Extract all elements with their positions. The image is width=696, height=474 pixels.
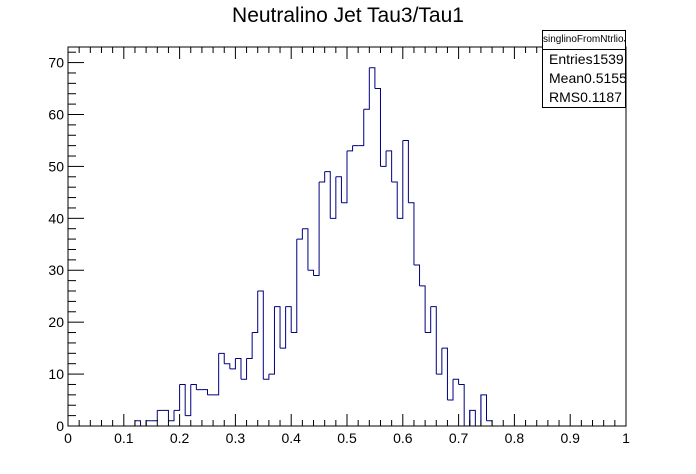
histogram-bin [464, 410, 471, 427]
histogram-bin [313, 181, 320, 276]
stats-box: singlinoFromNtrlioJetTauRatio Entries 15… [542, 30, 627, 108]
histogram-bin [218, 352, 225, 364]
histogram-bin [341, 150, 348, 204]
histogram-bin [302, 228, 309, 271]
histogram-bin [380, 150, 387, 167]
histogram-bin [486, 420, 493, 426]
x-tick-label: 1 [622, 430, 630, 446]
histogram-bin [145, 420, 152, 426]
histogram-bin [458, 383, 465, 426]
y-tick-label: 10 [48, 366, 64, 382]
histogram-bin [413, 264, 421, 286]
x-tick-label: 0.3 [226, 430, 246, 446]
y-tick-label: 60 [48, 106, 64, 122]
histogram-bin [174, 384, 181, 411]
x-tick-label: 0 [64, 430, 72, 446]
histogram-bin [268, 306, 275, 375]
histogram-bin [285, 306, 292, 333]
histogram-bin [151, 410, 158, 422]
y-tick-label: 30 [48, 262, 64, 278]
histogram-bin [134, 420, 142, 426]
stats-row-entries: Entries 1539 [543, 50, 625, 69]
x-tick-label: 0.2 [170, 430, 190, 446]
histogram-bin [280, 306, 287, 349]
histogram-bin [330, 176, 337, 219]
histogram-bin [374, 88, 381, 167]
histogram-bin [213, 353, 220, 396]
x-tick-label: 0.4 [281, 430, 301, 446]
stats-row-mean: Mean 0.5155 [543, 69, 627, 88]
histogram-bin [441, 347, 448, 401]
stats-label-entries: Entries [549, 51, 593, 67]
histogram-bin [235, 358, 242, 380]
histogram-bin [257, 290, 264, 380]
histogram-bin [447, 379, 454, 401]
histogram-bin [453, 378, 460, 385]
histogram-bin [263, 374, 270, 380]
stats-value-rms: 0.1187 [580, 89, 622, 105]
x-tick-label: 0.9 [560, 430, 580, 446]
histogram-bin [430, 306, 437, 375]
histogram-bin [324, 171, 331, 219]
histogram-bin [419, 285, 426, 333]
histogram-bin [386, 150, 393, 182]
stats-row-rms: RMS 0.1187 [543, 88, 625, 107]
histogram-bin [240, 358, 248, 380]
stats-value-entries: 1539 [592, 51, 624, 67]
histogram-bin [402, 139, 409, 203]
histogram-bin [319, 171, 326, 183]
histogram-bin [335, 176, 342, 203]
histogram-bin [274, 306, 281, 349]
histogram-bin [391, 181, 398, 219]
histogram-bin [190, 383, 197, 390]
histogram-bin [397, 140, 404, 219]
histogram-bin [185, 384, 192, 417]
histogram-bin [347, 145, 354, 152]
axes-layer: 0 0.1 0.2 0.3 0.4 0.5 0.6 0.7 0.8 0.9 101020304050… [48, 46, 630, 446]
histogram-bin [291, 239, 298, 334]
x-tick-label: 0.1 [114, 430, 134, 446]
histogram-bin [436, 348, 443, 375]
histogram-bin [363, 67, 370, 110]
x-tick-label: 0.5 [337, 430, 357, 446]
histogram-bin [229, 358, 236, 370]
histogram-bin [140, 420, 147, 427]
histogram-bin [129, 420, 136, 427]
stats-box-title: singlinoFromNtrlioJetTauRatio [543, 31, 625, 50]
histogram-bin [201, 389, 208, 395]
stats-label-rms: RMS [549, 89, 581, 105]
histogram-bin [358, 109, 365, 147]
histogram-bin [425, 306, 432, 334]
histogram-bin [307, 269, 315, 276]
histogram-bars-layer [68, 67, 626, 427]
histogram-bin [469, 409, 476, 426]
histogram-bin [224, 363, 231, 369]
y-tick-label: 50 [48, 158, 64, 174]
histogram-bin [480, 394, 487, 426]
histogram-bin [408, 202, 415, 266]
y-tick-label: 20 [48, 314, 64, 330]
x-tick-label: 0.7 [449, 430, 469, 446]
y-tick-label: 70 [48, 55, 64, 71]
stats-value-mean: 0.5155 [584, 70, 627, 86]
x-tick-label: 0.6 [393, 430, 413, 446]
histogram-bin [252, 291, 259, 334]
chart-title: Neutralino Jet Tau3/Tau1 [232, 4, 464, 27]
x-tick-label: 0.8 [505, 430, 525, 446]
histogram-bin [168, 410, 175, 422]
y-tick-label: 40 [48, 210, 64, 226]
histogram-bin [296, 228, 303, 240]
y-tick-label: 0 [56, 418, 64, 434]
histogram-bin [475, 394, 482, 427]
histogram-bin [246, 332, 253, 360]
stats-label-mean: Mean [549, 70, 585, 86]
histogram-bin [179, 383, 186, 416]
histogram-bin [369, 67, 376, 89]
histogram-bin [162, 409, 169, 421]
